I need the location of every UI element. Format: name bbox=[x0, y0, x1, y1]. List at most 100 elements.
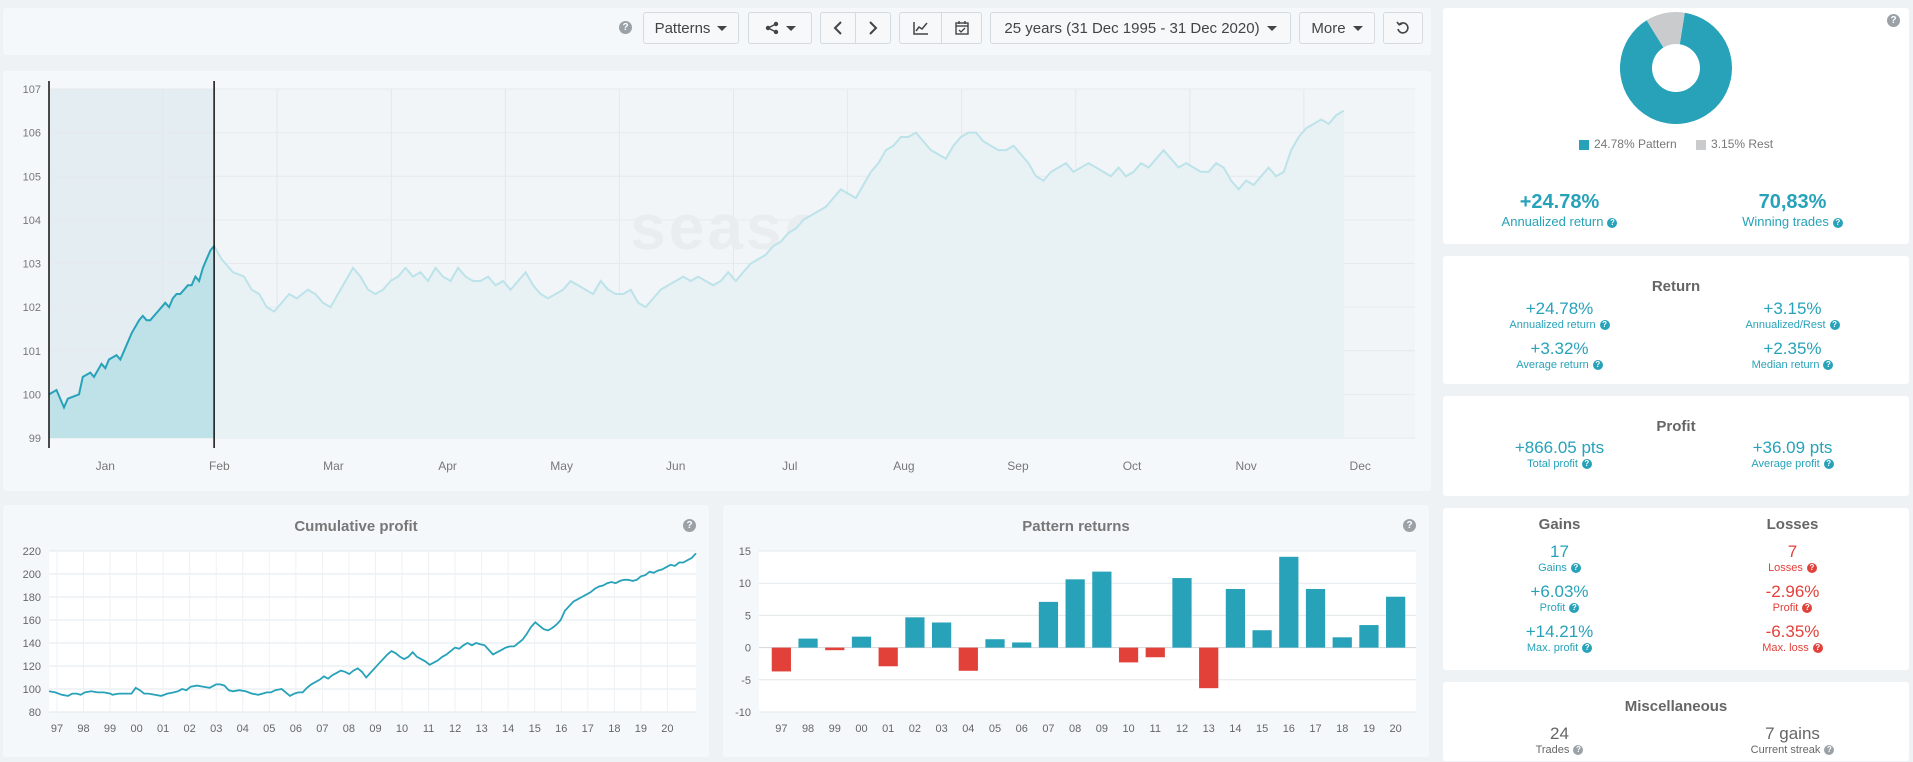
seasonal-chart[interactable]: Jan Feb Mar Apr May Jun Jul Aug Sep Oct Nov Dec 99 10… bbox=[3, 71, 1431, 491]
return-bar[interactable] bbox=[1118, 647, 1139, 663]
y-tick-label: 80 bbox=[29, 707, 41, 719]
return-bar[interactable] bbox=[1332, 637, 1352, 648]
calendar-button[interactable] bbox=[941, 12, 982, 44]
pattern-returns-title: Pattern returns bbox=[1022, 518, 1130, 535]
y-tick-label: 0 bbox=[745, 643, 751, 655]
month-label: Jun bbox=[666, 459, 685, 473]
x-tick-label: 97 bbox=[775, 723, 787, 735]
return-bar[interactable] bbox=[1199, 647, 1219, 689]
return-bar[interactable] bbox=[1386, 596, 1406, 648]
help-icon[interactable]: ? bbox=[1570, 563, 1581, 574]
x-tick-label: 06 bbox=[1016, 723, 1028, 735]
x-tick-label: 06 bbox=[290, 723, 302, 735]
y-tick-label: 220 bbox=[23, 546, 41, 558]
help-icon[interactable]: ? bbox=[1599, 320, 1610, 331]
stat-value: +6.03% bbox=[1530, 582, 1589, 601]
x-tick-label: 20 bbox=[661, 723, 673, 735]
month-label: May bbox=[550, 459, 573, 473]
cumulative-profit-chart[interactable]: 80 100 120 140 160 180 200 220 97 98 99 00 01 02 03 04 0… bbox=[3, 505, 709, 757]
stat-value: +14.21% bbox=[1525, 622, 1594, 641]
return-bar[interactable] bbox=[798, 638, 818, 648]
rest-area bbox=[214, 110, 1344, 439]
help-icon[interactable]: ? bbox=[1824, 745, 1835, 756]
previous-button[interactable] bbox=[820, 12, 856, 44]
stat-value: 7 gains bbox=[1765, 724, 1820, 743]
patterns-dropdown[interactable]: Patterns bbox=[643, 12, 739, 44]
annualized-rest-stat: +3.15% Annualized/Rest? bbox=[1676, 299, 1909, 332]
help-icon[interactable]: ? bbox=[1607, 217, 1618, 228]
pattern-returns-chart[interactable]: 15 10 5 0 -5 -10 97 98 99 00 01 02 03 04 05 06 07 08 09 10 1… bbox=[723, 505, 1429, 757]
return-bar[interactable] bbox=[771, 647, 791, 672]
date-range-dropdown[interactable]: 25 years (31 Dec 1995 - 31 Dec 2020) bbox=[990, 12, 1291, 44]
max-profit-stat: +14.21% Max. profit? bbox=[1443, 622, 1676, 655]
annualized-return-summary: +24.78% Annualized return? bbox=[1443, 191, 1676, 231]
y-tick-label: 15 bbox=[739, 546, 751, 558]
help-icon[interactable]: ? bbox=[1806, 563, 1817, 574]
y-tick-label: 106 bbox=[23, 128, 41, 140]
return-bar[interactable] bbox=[1145, 647, 1165, 658]
help-icon[interactable]: ? bbox=[1829, 320, 1840, 331]
return-bar[interactable] bbox=[1172, 578, 1192, 648]
help-icon[interactable]: ? bbox=[1887, 14, 1900, 27]
help-icon[interactable]: ? bbox=[1832, 217, 1843, 228]
return-bar[interactable] bbox=[985, 639, 1005, 648]
x-tick-label: 18 bbox=[1336, 723, 1348, 735]
next-button[interactable] bbox=[855, 12, 891, 44]
return-bar[interactable] bbox=[1305, 588, 1326, 648]
y-tick-label: 200 bbox=[23, 569, 41, 581]
more-dropdown[interactable]: More bbox=[1299, 12, 1375, 44]
x-tick-label: 13 bbox=[1203, 723, 1215, 735]
return-bar[interactable] bbox=[1038, 601, 1059, 648]
x-tick-label: 10 bbox=[1122, 723, 1134, 735]
winning-trades-label: Winning trades bbox=[1742, 214, 1829, 229]
help-icon[interactable]: ? bbox=[683, 519, 696, 532]
return-bar[interactable] bbox=[1279, 556, 1299, 648]
return-bar[interactable] bbox=[851, 636, 872, 648]
help-icon[interactable]: ? bbox=[1592, 360, 1603, 371]
reset-button[interactable] bbox=[1383, 12, 1423, 44]
return-bar[interactable] bbox=[1252, 630, 1272, 648]
y-tick-label: 160 bbox=[23, 615, 41, 627]
help-icon[interactable]: ? bbox=[1802, 603, 1813, 614]
return-bar[interactable] bbox=[958, 647, 978, 671]
help-icon[interactable]: ? bbox=[1403, 519, 1416, 532]
help-icon[interactable]: ? bbox=[1812, 643, 1823, 654]
return-bar[interactable] bbox=[1092, 571, 1112, 648]
x-tick-label: 05 bbox=[263, 723, 275, 735]
stat-value: -2.96% bbox=[1765, 582, 1820, 601]
help-icon[interactable]: ? bbox=[1573, 745, 1584, 756]
losses-profit-stat: -2.96% Profit? bbox=[1676, 582, 1909, 615]
rest-line bbox=[213, 109, 1345, 313]
return-bar[interactable] bbox=[1065, 579, 1085, 648]
return-bar[interactable] bbox=[931, 622, 952, 648]
help-icon[interactable]: ? bbox=[1823, 459, 1834, 470]
return-section: Return +24.78% Annualized return? +3.15%… bbox=[1443, 256, 1909, 384]
chevron-down-icon bbox=[1266, 25, 1277, 31]
y-tick-label: 99 bbox=[29, 433, 41, 445]
return-bar[interactable] bbox=[1225, 588, 1246, 648]
stat-label: Profit bbox=[1772, 602, 1799, 614]
gains-profit-stat: +6.03% Profit? bbox=[1443, 582, 1676, 615]
help-icon[interactable]: ? bbox=[1581, 459, 1592, 470]
cumulative-profit-line bbox=[48, 552, 697, 697]
help-icon[interactable]: ? bbox=[1823, 360, 1834, 371]
legend-pattern-swatch bbox=[1578, 139, 1589, 150]
return-bar[interactable] bbox=[1012, 642, 1032, 648]
median-return-stat: +2.35% Median return? bbox=[1676, 339, 1909, 372]
return-bar[interactable] bbox=[905, 617, 925, 648]
return-bar[interactable] bbox=[878, 647, 898, 667]
return-bar[interactable] bbox=[825, 647, 845, 651]
help-icon[interactable]: ? bbox=[1569, 603, 1580, 614]
return-bar[interactable] bbox=[1359, 625, 1379, 648]
x-tick-label: 16 bbox=[1283, 723, 1295, 735]
stat-label: Losses bbox=[1768, 562, 1803, 574]
help-icon[interactable]: ? bbox=[1582, 643, 1593, 654]
line-chart-button[interactable] bbox=[899, 12, 942, 44]
cumulative-profit-title: Cumulative profit bbox=[294, 518, 418, 535]
total-profit-stat: +866.05 pts Total profit? bbox=[1443, 438, 1676, 471]
stat-value: 24 bbox=[1550, 724, 1569, 743]
share-button[interactable] bbox=[748, 12, 812, 44]
help-icon[interactable]: ? bbox=[619, 21, 632, 34]
seasonal-chart-panel: Jan Feb Mar Apr May Jun Jul Aug Sep Oct Nov Dec 99 10… bbox=[3, 71, 1431, 491]
stat-label: Average profit bbox=[1751, 458, 1820, 470]
